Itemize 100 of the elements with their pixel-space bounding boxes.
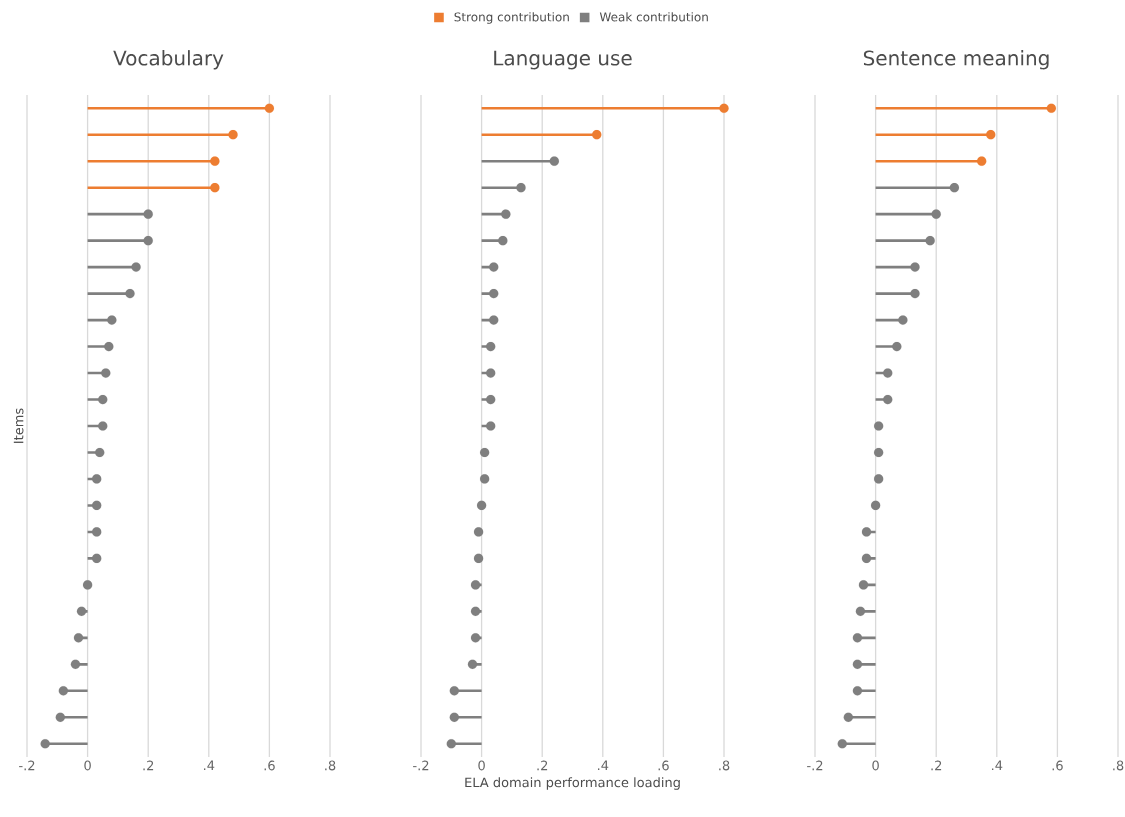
point [473, 553, 484, 564]
point [143, 209, 153, 219]
x-axis-title: ELA domain performance loading [465, 777, 680, 790]
x-tick-label: 0 [872, 760, 879, 771]
point [446, 739, 456, 749]
point [101, 368, 111, 378]
point [228, 130, 238, 140]
point [479, 474, 490, 484]
point [861, 553, 872, 564]
x-tick-label: .4 [992, 760, 1003, 771]
point [852, 659, 863, 669]
x-tick-label: .8 [325, 760, 336, 771]
point [131, 262, 141, 272]
x-tick-label: .8 [719, 760, 730, 771]
point [883, 394, 893, 405]
chart-title: Sentence meaning [863, 50, 1049, 70]
point [931, 209, 941, 219]
point [143, 235, 153, 246]
point [467, 659, 478, 669]
legend-label: Strong contribution [454, 12, 569, 24]
point [98, 421, 108, 431]
point [1046, 103, 1057, 113]
point [55, 712, 65, 722]
point [473, 527, 484, 537]
point [852, 633, 863, 643]
x-tick-label: .2 [143, 760, 154, 771]
point [479, 447, 490, 458]
point [486, 394, 496, 405]
point [470, 606, 481, 617]
point [489, 315, 499, 325]
point [870, 500, 881, 511]
point [82, 580, 93, 590]
point [92, 553, 102, 564]
point [449, 712, 459, 722]
point [107, 315, 117, 325]
point [98, 394, 108, 405]
x-tick-label: 0 [84, 760, 91, 771]
point [949, 183, 960, 193]
point [125, 288, 135, 299]
point [873, 474, 884, 484]
point [873, 421, 884, 431]
x-tick-label: -.2 [19, 760, 35, 771]
point [843, 712, 853, 722]
point [73, 633, 84, 643]
point [489, 288, 499, 299]
point [719, 103, 729, 113]
point [104, 341, 114, 352]
point [873, 447, 884, 458]
x-tick-label: .6 [1052, 760, 1063, 771]
point [986, 130, 996, 140]
point [92, 500, 102, 511]
point [516, 183, 526, 193]
point [70, 659, 81, 669]
point [861, 527, 872, 537]
point [498, 235, 508, 246]
point [977, 156, 987, 166]
x-tick-label: -.2 [807, 760, 823, 771]
x-tick-label: .6 [658, 760, 669, 771]
point [501, 209, 511, 219]
point [892, 341, 902, 352]
point [486, 341, 496, 352]
point [92, 527, 102, 537]
point [76, 606, 87, 617]
point [210, 183, 220, 193]
legend-label: Weak contribution [599, 12, 708, 22]
point [852, 686, 863, 696]
point [855, 606, 866, 617]
point [837, 739, 847, 749]
point [592, 130, 602, 140]
point [898, 315, 908, 325]
point [910, 262, 920, 272]
point [549, 156, 559, 166]
point [925, 235, 935, 246]
x-tick-label: .4 [598, 760, 609, 771]
point [95, 447, 105, 458]
point [910, 288, 920, 299]
x-tick-label: .8 [1113, 760, 1124, 771]
chart-title: Language use [494, 50, 632, 70]
point [264, 103, 275, 113]
point [883, 368, 893, 378]
point [486, 368, 496, 378]
point [40, 739, 50, 749]
chart-title: Vocabulary [113, 50, 224, 70]
x-tick-label: .2 [537, 760, 548, 771]
point [58, 686, 69, 696]
x-tick-label: .6 [264, 760, 275, 771]
point [210, 156, 220, 166]
x-tick-label: 0 [478, 760, 485, 771]
point [470, 633, 481, 643]
x-tick-label: .2 [931, 760, 942, 771]
point [449, 686, 459, 696]
x-tick-label: -.2 [413, 760, 429, 771]
x-tick-label: .4 [203, 760, 215, 771]
point [476, 500, 487, 511]
point [92, 474, 102, 484]
point [470, 580, 481, 590]
point [858, 580, 869, 590]
y-axis-title: Items [13, 408, 24, 443]
point [489, 262, 499, 272]
point [486, 421, 496, 431]
